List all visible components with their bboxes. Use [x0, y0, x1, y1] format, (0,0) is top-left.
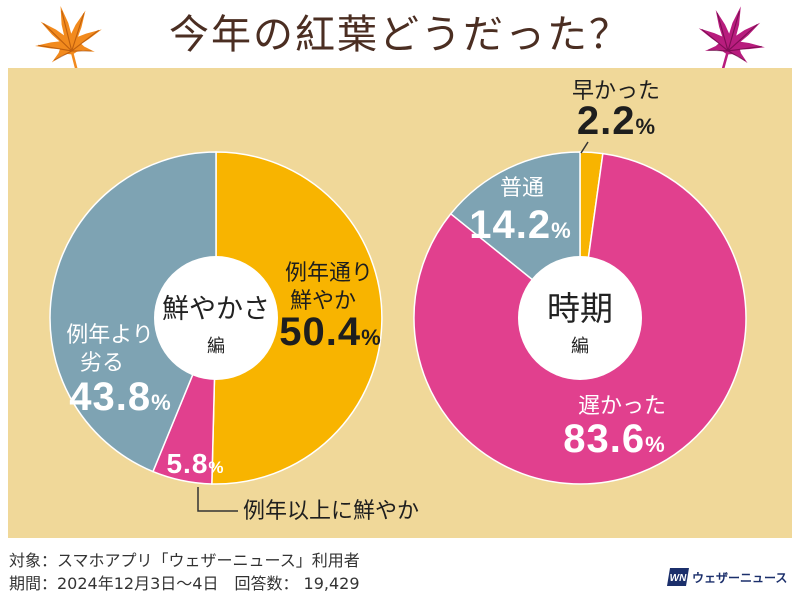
value-label: 43.8% [69, 375, 170, 419]
leaf-veins [38, 10, 100, 61]
brand-logo: WN ウェザーニュース [667, 566, 787, 588]
logo-mark-shape [667, 568, 689, 586]
header: 今年の紅葉どうだった？ [0, 0, 800, 77]
slice-less-vivid-than-usual [49, 151, 217, 473]
value-label: 83.6% [563, 417, 664, 461]
survey-period-line: 期間：2024年12月3日〜4日 回答数： 19,429 [9, 572, 360, 595]
slice-as-vivid-as-usual [211, 151, 383, 485]
leaf-blade [698, 6, 765, 76]
pie-chart-timing: 時期 編 早かった 2.2% 普通 14.2% 遅かった 83.6% [413, 79, 747, 485]
pie-chart-vividness: 鮮やかさ 編 例年通り 鮮やか 50.4% 例年より 劣る 43.8% 5.8%… [49, 151, 419, 524]
percent-sign: % [151, 390, 171, 415]
survey-period: 期間：2024年12月3日〜4日 [9, 574, 219, 593]
value-label: 5.8% [166, 448, 223, 479]
percent-sign: % [645, 432, 665, 457]
value-number: 5.8 [166, 448, 208, 479]
respondent-count: 回答数： 19,429 [234, 574, 360, 593]
value-number: 83.6 [563, 417, 645, 461]
leader-line [580, 141, 589, 154]
survey-info: 対象：スマホアプリ「ウェザーニュース」利用者 期間：2024年12月3日〜4日回… [9, 549, 360, 595]
slice-label: 早かった [572, 79, 660, 104]
slice-label: 例年以上に鮮やか [243, 499, 419, 524]
logo-text: ウェザーニュース [692, 570, 788, 585]
value-number: 14.2 [469, 203, 551, 247]
page-title: 今年の紅葉どうだった？ [169, 12, 631, 58]
value-number: 2.2 [577, 99, 636, 143]
slice-label: 普通 [500, 176, 544, 201]
center-label: 時期 [547, 289, 613, 328]
value-label: 14.2% [469, 203, 570, 247]
percent-sign: % [208, 458, 223, 477]
leader-line [197, 487, 238, 512]
percent-sign: % [361, 325, 381, 350]
slice-label: 例年通り [285, 261, 373, 286]
value-number: 50.4 [279, 310, 361, 354]
percent-sign: % [551, 218, 571, 243]
maple-leaf-icon [35, 5, 102, 77]
value-number: 43.8 [69, 375, 151, 419]
center-hole [154, 256, 278, 380]
survey-target: 対象：スマホアプリ「ウェザーニュース」利用者 [9, 551, 360, 570]
slice-label: 遅かった [578, 394, 666, 419]
center-hole [518, 256, 642, 380]
value-label: 50.4% [279, 310, 380, 354]
percent-sign: % [636, 114, 656, 139]
leaf-veins [701, 10, 762, 62]
logo-mark-text: WN [670, 573, 687, 584]
slice-label: 劣る [80, 351, 124, 376]
slice-label: 例年より [66, 323, 154, 348]
weathernews-logo-icon: WN [667, 568, 689, 586]
center-sublabel: 編 [207, 336, 225, 357]
slice-label: 鮮やか [290, 289, 356, 314]
value-label: 2.2% [577, 99, 655, 143]
center-sublabel: 編 [571, 336, 589, 357]
center-label: 鮮やかさ [162, 294, 270, 325]
maple-leaf-icon [698, 6, 765, 76]
leaf-blade [35, 5, 102, 77]
